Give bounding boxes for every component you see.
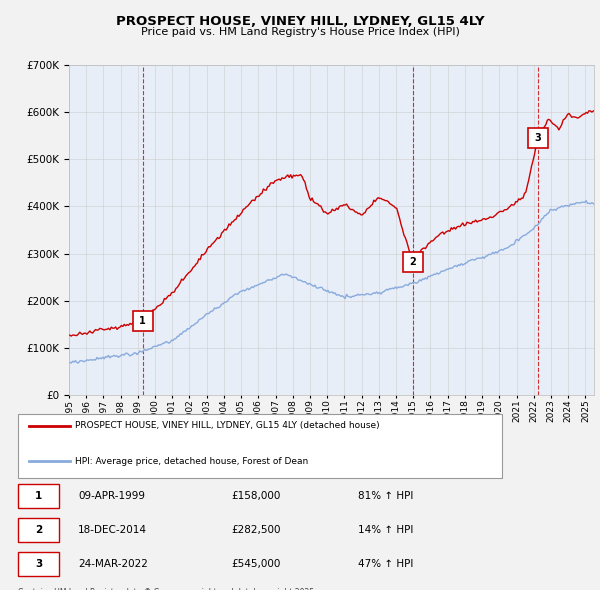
FancyBboxPatch shape [18,552,59,576]
Text: 09-APR-1999: 09-APR-1999 [78,491,145,500]
Text: 18-DEC-2014: 18-DEC-2014 [78,525,147,535]
Text: 47% ↑ HPI: 47% ↑ HPI [358,559,413,569]
Text: 1: 1 [35,491,42,500]
FancyBboxPatch shape [18,414,502,478]
Text: 3: 3 [535,133,541,143]
Text: 2: 2 [409,257,416,267]
FancyBboxPatch shape [18,484,59,507]
Text: 14% ↑ HPI: 14% ↑ HPI [358,525,413,535]
Text: 81% ↑ HPI: 81% ↑ HPI [358,491,413,500]
Text: Price paid vs. HM Land Registry's House Price Index (HPI): Price paid vs. HM Land Registry's House … [140,27,460,37]
Text: 2: 2 [35,525,42,535]
Text: 24-MAR-2022: 24-MAR-2022 [78,559,148,569]
Text: 3: 3 [35,559,42,569]
Text: £545,000: £545,000 [231,559,280,569]
Text: 1: 1 [139,316,146,326]
Text: £158,000: £158,000 [231,491,280,500]
Text: HPI: Average price, detached house, Forest of Dean: HPI: Average price, detached house, Fore… [76,457,308,466]
Text: Contains HM Land Registry data © Crown copyright and database right 2025.
This d: Contains HM Land Registry data © Crown c… [18,588,316,590]
Text: PROSPECT HOUSE, VINEY HILL, LYDNEY, GL15 4LY (detached house): PROSPECT HOUSE, VINEY HILL, LYDNEY, GL15… [76,421,380,430]
Text: £282,500: £282,500 [231,525,280,535]
FancyBboxPatch shape [18,518,59,542]
Text: PROSPECT HOUSE, VINEY HILL, LYDNEY, GL15 4LY: PROSPECT HOUSE, VINEY HILL, LYDNEY, GL15… [116,15,484,28]
